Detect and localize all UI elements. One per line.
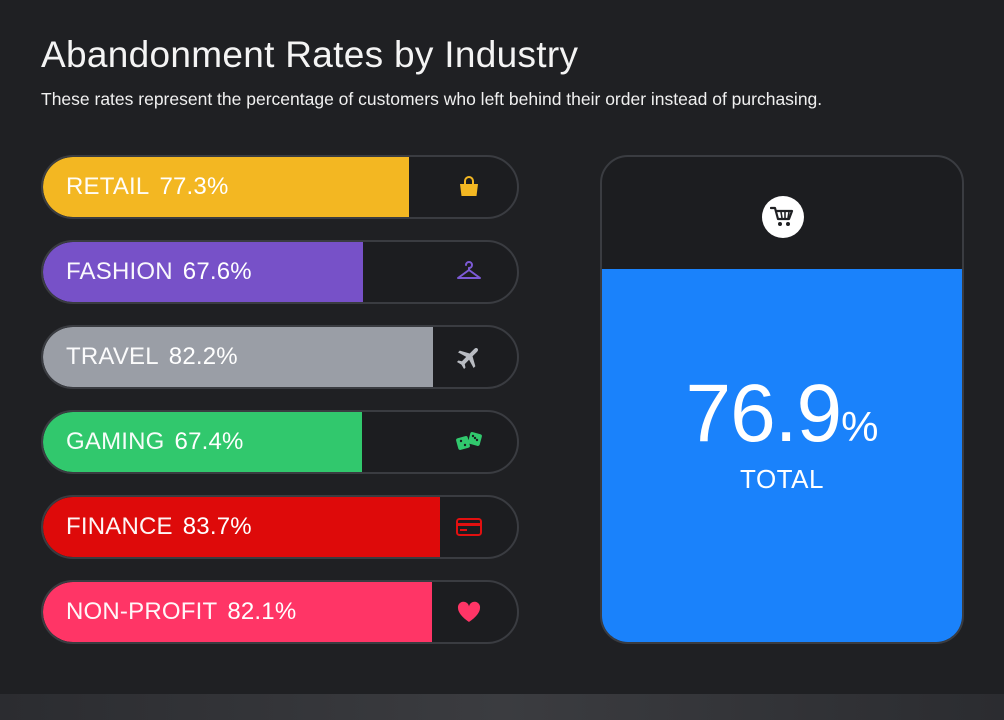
- bar-fill: [43, 242, 363, 302]
- bar-text: FINANCE 83.7%: [66, 497, 252, 557]
- total-percent-sign: %: [841, 403, 879, 450]
- dice-icon: [449, 412, 489, 472]
- bar-text: RETAIL 77.3%: [66, 157, 229, 217]
- total-fill: [602, 269, 962, 642]
- heart-icon: [449, 582, 489, 642]
- total-value: 76.9%: [602, 367, 962, 461]
- total-number: 76.9: [685, 368, 843, 459]
- bar-row-travel: TRAVEL 82.2%: [41, 325, 519, 389]
- bar-value: 82.1%: [227, 598, 297, 625]
- total-label: TOTAL: [740, 464, 824, 494]
- bar-fill: [43, 582, 432, 642]
- footer-strip: [0, 694, 1004, 720]
- bar-value: 82.2%: [168, 343, 238, 370]
- hanger-icon: [449, 242, 489, 302]
- bar-text: NON-PROFIT 82.1%: [66, 582, 296, 642]
- shopping-bag-icon: [449, 157, 489, 217]
- bar-value: 67.6%: [182, 258, 252, 285]
- bar-row-non-profit: NON-PROFIT 82.1%: [41, 580, 519, 644]
- bar-label: NON-PROFIT: [66, 598, 218, 625]
- credit-card-icon: [449, 497, 489, 557]
- bar-row-retail: RETAIL 77.3%: [41, 155, 519, 219]
- bar-fill: [43, 157, 409, 217]
- airplane-icon: [449, 327, 489, 387]
- bar-row-fashion: FASHION 67.6%: [41, 240, 519, 304]
- bar-label: FINANCE: [66, 513, 173, 540]
- total-card: 76.9% TOTAL: [600, 155, 964, 644]
- chart-title: Abandonment Rates by Industry: [41, 34, 579, 75]
- bar-label: FASHION: [66, 258, 173, 285]
- bar-text: GAMING 67.4%: [66, 412, 244, 472]
- bar-value: 67.4%: [174, 428, 244, 455]
- bar-value: 83.7%: [182, 513, 252, 540]
- bar-fill: [43, 497, 440, 557]
- bar-text: TRAVEL 82.2%: [66, 327, 238, 387]
- industry-bar-list: RETAIL 77.3% FASHION 67.6% TRAVEL 82.2% GAMING…: [41, 155, 519, 665]
- bar-label: TRAVEL: [66, 343, 159, 370]
- shopping-cart-icon: [762, 196, 804, 238]
- bar-value: 77.3%: [159, 173, 229, 200]
- bar-label: RETAIL: [66, 173, 150, 200]
- bar-fill: [43, 327, 433, 387]
- chart-subtitle: These rates represent the percentage of …: [41, 89, 823, 109]
- bar-row-finance: FINANCE 83.7%: [41, 495, 519, 559]
- bar-text: FASHION 67.6%: [66, 242, 252, 302]
- bar-fill: [43, 412, 362, 472]
- bar-row-gaming: GAMING 67.4%: [41, 410, 519, 474]
- bar-label: GAMING: [66, 428, 165, 455]
